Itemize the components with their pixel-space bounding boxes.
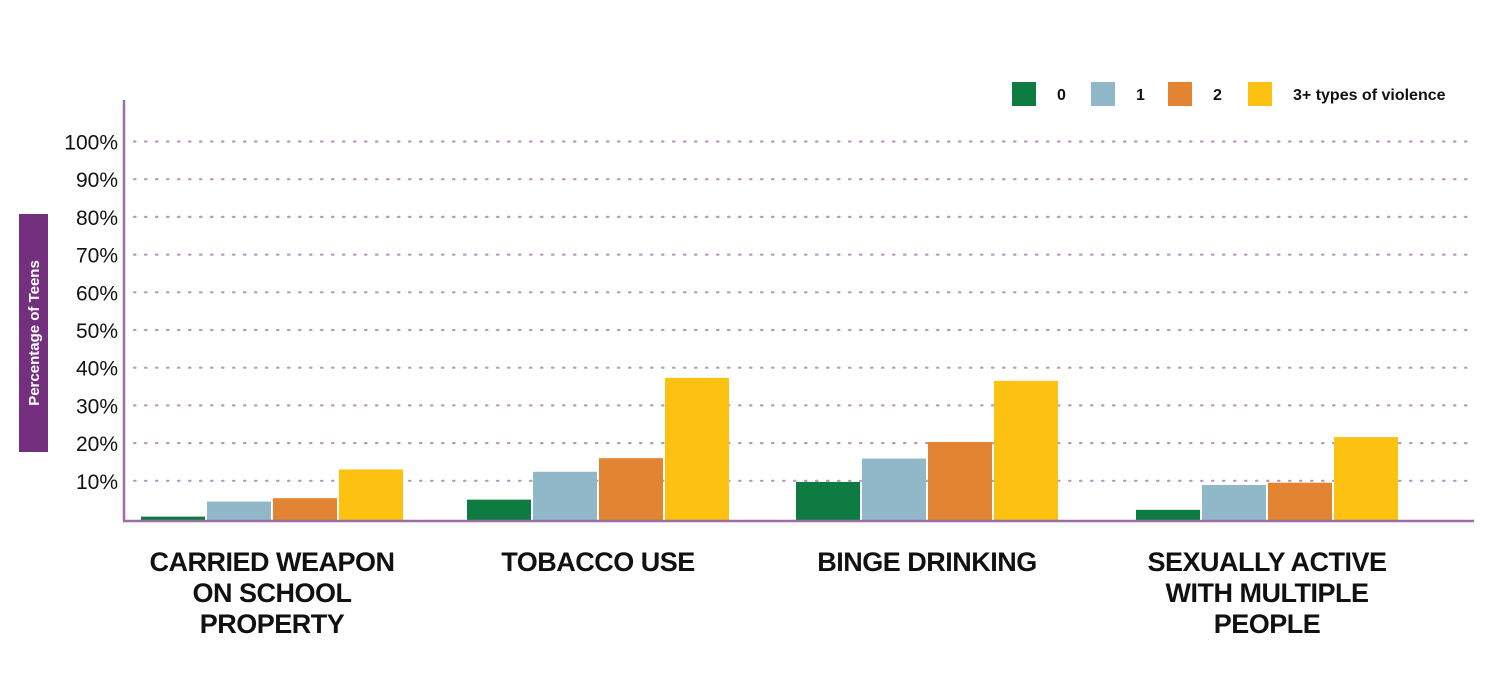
y-axis-label-box <box>19 214 48 452</box>
bar-0-0 <box>141 516 205 520</box>
y-tick-label: 60% <box>76 282 118 305</box>
legend-swatch <box>1012 82 1036 106</box>
category-label: SEXUALLY ACTIVE <box>1147 547 1386 577</box>
y-tick-label: 30% <box>76 395 118 418</box>
bar-3plus-2 <box>994 380 1058 520</box>
bar-3plus-3 <box>1334 437 1398 520</box>
bars <box>141 377 1398 520</box>
category-label: CARRIED WEAPON <box>149 547 394 577</box>
y-tick-label: 80% <box>76 207 118 230</box>
y-tick-label: 10% <box>76 471 118 494</box>
y-tick-label: 100% <box>64 132 118 155</box>
legend-label: 1 <box>1136 87 1145 104</box>
legend-label: 3+ types of violence <box>1293 87 1446 104</box>
y-axis-label: Percentage of Teens <box>19 214 48 452</box>
bar-0-3 <box>1136 509 1200 520</box>
bar-1-2 <box>862 458 926 520</box>
bar-2-3 <box>1268 482 1332 520</box>
y-axis-label-text: Percentage of Teens <box>26 260 43 406</box>
bar-0-2 <box>796 481 860 520</box>
y-tick-label: 50% <box>76 320 118 343</box>
y-tick-label: 40% <box>76 358 118 381</box>
bar-2-2 <box>928 441 992 520</box>
category-label: ON SCHOOL <box>192 578 351 608</box>
gridlines <box>132 140 1476 482</box>
category-label: PEOPLE <box>1214 609 1321 639</box>
legend-swatch <box>1091 82 1115 106</box>
category-label: WITH MULTIPLE <box>1166 578 1369 608</box>
bar-1-1 <box>533 471 597 520</box>
bar-1-3 <box>1202 484 1266 520</box>
y-tick-label: 90% <box>76 169 118 192</box>
bar-1-0 <box>207 501 271 520</box>
category-label: PROPERTY <box>200 609 345 639</box>
y-tick-label: 20% <box>76 433 118 456</box>
bar-2-0 <box>273 498 337 520</box>
bar-3plus-0 <box>339 469 403 520</box>
legend-label: 2 <box>1213 87 1222 104</box>
legend-label: 0 <box>1057 87 1066 104</box>
legend: 0 1 2 3+ types of violence <box>1012 82 1446 106</box>
y-tick-labels: 10% 20% 30% 40% 50% 60% 70% 80% 90% 100% <box>64 132 118 494</box>
y-tick-label: 70% <box>76 245 118 268</box>
bar-0-1 <box>467 499 531 520</box>
category-label: TOBACCO USE <box>501 547 695 577</box>
legend-swatch <box>1168 82 1192 106</box>
bar-2-1 <box>599 458 663 520</box>
legend-swatch <box>1248 82 1272 106</box>
bar-3plus-1 <box>665 377 729 520</box>
category-label: BINGE DRINKING <box>817 547 1037 577</box>
